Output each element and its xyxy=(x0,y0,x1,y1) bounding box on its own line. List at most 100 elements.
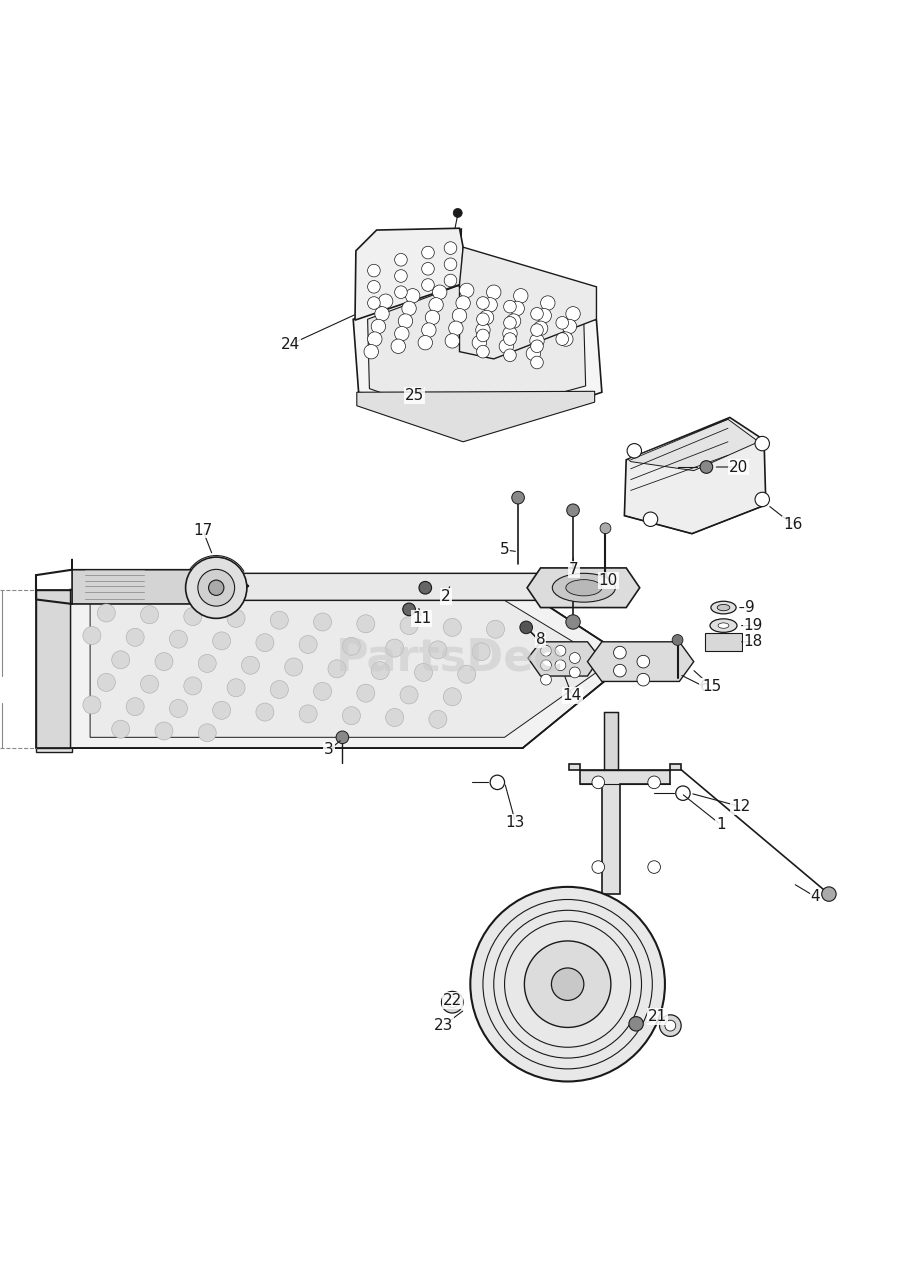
Circle shape xyxy=(555,645,566,657)
Circle shape xyxy=(155,653,173,671)
Circle shape xyxy=(425,310,440,325)
Text: 25: 25 xyxy=(405,388,424,403)
Circle shape xyxy=(386,639,404,657)
Circle shape xyxy=(378,294,393,308)
Circle shape xyxy=(556,333,569,346)
Circle shape xyxy=(541,675,551,685)
Circle shape xyxy=(524,941,611,1028)
Circle shape xyxy=(487,621,505,639)
Circle shape xyxy=(83,696,101,714)
Polygon shape xyxy=(587,641,694,681)
Circle shape xyxy=(198,570,234,607)
Circle shape xyxy=(648,776,660,788)
Circle shape xyxy=(299,635,317,654)
Circle shape xyxy=(429,641,447,659)
Circle shape xyxy=(592,776,605,788)
Circle shape xyxy=(342,707,360,724)
Polygon shape xyxy=(528,641,600,676)
Text: 2: 2 xyxy=(441,589,450,604)
Circle shape xyxy=(368,332,382,347)
Circle shape xyxy=(483,298,497,312)
Circle shape xyxy=(503,326,517,340)
Circle shape xyxy=(531,307,543,320)
Circle shape xyxy=(371,319,386,334)
Circle shape xyxy=(472,643,490,660)
Circle shape xyxy=(453,209,462,218)
Circle shape xyxy=(504,349,516,361)
Circle shape xyxy=(676,786,690,800)
Text: 15: 15 xyxy=(702,680,722,694)
Text: 19: 19 xyxy=(743,618,763,634)
Circle shape xyxy=(444,274,457,287)
Circle shape xyxy=(371,662,389,680)
Circle shape xyxy=(241,657,259,675)
Circle shape xyxy=(375,307,389,321)
Circle shape xyxy=(368,264,380,276)
Circle shape xyxy=(449,321,463,335)
Polygon shape xyxy=(527,568,640,608)
Text: 17: 17 xyxy=(193,522,213,538)
Circle shape xyxy=(476,323,490,337)
Text: 11: 11 xyxy=(412,611,432,626)
Circle shape xyxy=(569,667,580,678)
Circle shape xyxy=(530,334,544,348)
Text: 1: 1 xyxy=(716,817,725,832)
Text: 14: 14 xyxy=(562,689,582,704)
Circle shape xyxy=(555,659,566,671)
Circle shape xyxy=(422,262,434,275)
Circle shape xyxy=(213,632,231,650)
Circle shape xyxy=(198,654,216,672)
Text: 20: 20 xyxy=(729,460,749,475)
Polygon shape xyxy=(72,559,249,604)
Polygon shape xyxy=(460,247,596,358)
Polygon shape xyxy=(36,590,70,748)
Circle shape xyxy=(391,339,405,353)
Circle shape xyxy=(400,617,418,635)
Text: 24: 24 xyxy=(280,337,300,352)
Circle shape xyxy=(299,705,317,723)
Circle shape xyxy=(614,664,626,677)
Circle shape xyxy=(541,296,555,310)
Circle shape xyxy=(592,860,605,873)
Circle shape xyxy=(328,659,346,678)
Circle shape xyxy=(443,618,461,636)
Circle shape xyxy=(422,246,434,259)
Circle shape xyxy=(614,646,626,659)
Circle shape xyxy=(368,280,380,293)
Circle shape xyxy=(456,296,470,310)
Circle shape xyxy=(477,346,489,358)
Circle shape xyxy=(97,673,115,691)
Polygon shape xyxy=(90,600,609,737)
Circle shape xyxy=(566,307,580,321)
Polygon shape xyxy=(628,420,759,471)
Circle shape xyxy=(395,285,407,298)
Circle shape xyxy=(531,340,543,352)
Circle shape xyxy=(566,614,580,630)
Circle shape xyxy=(405,288,420,303)
Text: 5: 5 xyxy=(500,543,509,557)
Polygon shape xyxy=(36,590,72,751)
Circle shape xyxy=(126,698,144,716)
Circle shape xyxy=(285,658,303,676)
Circle shape xyxy=(400,686,418,704)
Circle shape xyxy=(227,609,245,627)
Circle shape xyxy=(395,326,409,340)
Circle shape xyxy=(213,701,231,719)
Circle shape xyxy=(487,285,501,300)
Circle shape xyxy=(504,301,516,312)
Ellipse shape xyxy=(566,580,602,596)
Circle shape xyxy=(336,731,349,744)
Circle shape xyxy=(422,323,436,337)
FancyBboxPatch shape xyxy=(604,712,618,769)
Text: 13: 13 xyxy=(505,814,525,829)
Text: 4: 4 xyxy=(811,890,820,904)
Circle shape xyxy=(531,324,543,337)
Circle shape xyxy=(506,314,521,328)
Circle shape xyxy=(499,339,514,353)
Circle shape xyxy=(97,604,115,622)
Ellipse shape xyxy=(717,604,730,611)
Circle shape xyxy=(126,628,144,646)
Text: 12: 12 xyxy=(731,799,751,814)
Circle shape xyxy=(256,703,274,721)
Polygon shape xyxy=(207,573,631,600)
